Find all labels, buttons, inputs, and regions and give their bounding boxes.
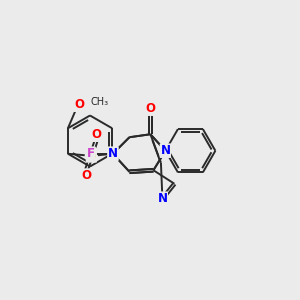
- Text: O: O: [74, 98, 84, 111]
- Text: N: N: [158, 192, 167, 205]
- Text: S: S: [86, 149, 96, 162]
- Text: O: O: [92, 128, 102, 141]
- Text: O: O: [81, 169, 91, 182]
- Text: N: N: [158, 192, 167, 205]
- Text: O: O: [146, 102, 155, 115]
- Text: O: O: [74, 98, 84, 111]
- Text: CH₃: CH₃: [91, 98, 109, 107]
- Text: F: F: [87, 147, 95, 160]
- Text: O: O: [92, 128, 102, 141]
- Text: N: N: [160, 144, 170, 157]
- Text: N: N: [108, 147, 118, 160]
- Text: N: N: [160, 144, 170, 157]
- Text: N: N: [108, 147, 118, 160]
- Text: F: F: [87, 147, 95, 160]
- Text: O: O: [81, 169, 91, 182]
- Text: O: O: [146, 102, 155, 115]
- Text: CH₃: CH₃: [91, 98, 109, 107]
- Text: S: S: [86, 149, 96, 162]
